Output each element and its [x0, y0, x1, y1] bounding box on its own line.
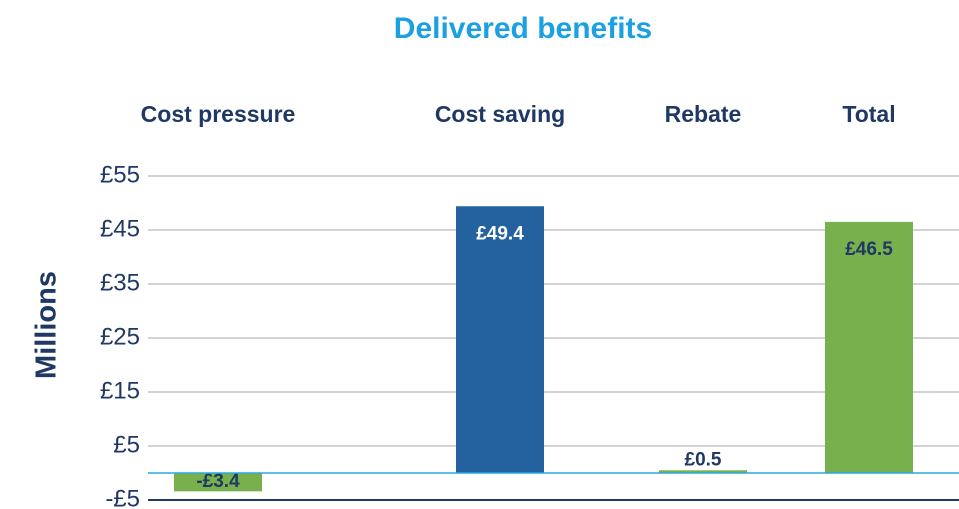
y-tick-label: £15: [100, 377, 140, 404]
x-tick-label: Total: [842, 101, 895, 127]
value-label: £49.4: [476, 223, 524, 244]
bar: [174, 473, 262, 492]
bar: [456, 206, 544, 474]
y-axis-title: Millions: [31, 271, 63, 379]
y-tick-label: £35: [100, 269, 140, 296]
y-tick-label: £5: [113, 431, 140, 458]
chart-title: Delivered benefits: [394, 12, 652, 45]
x-tick-label: Rebate: [665, 101, 742, 127]
y-tick-label: £45: [100, 215, 140, 242]
value-label: £0.5: [685, 449, 722, 470]
x-tick-label: Cost pressure: [141, 101, 296, 127]
x-tick-label: Cost saving: [435, 101, 565, 127]
y-tick-label: £55: [100, 161, 140, 188]
y-tick-label: £25: [100, 323, 140, 350]
value-label: -£3.4: [196, 471, 240, 492]
y-tick-label: -£5: [105, 485, 140, 509]
bar: [659, 470, 747, 473]
bar: [825, 221, 913, 473]
value-label: £46.5: [845, 239, 893, 260]
